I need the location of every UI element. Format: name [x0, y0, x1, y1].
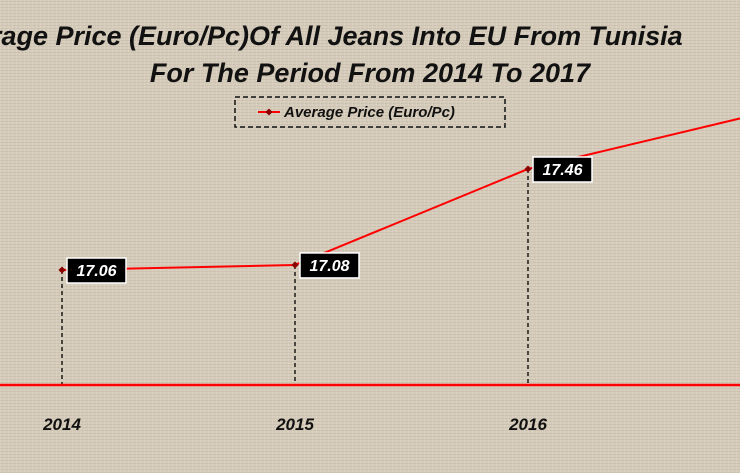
data-label-2015: 17.08 [299, 252, 360, 279]
data-label-text: 17.08 [309, 258, 349, 275]
series-line [61, 117, 740, 271]
data-label-text: 17.06 [76, 263, 116, 280]
data-label-box [532, 156, 593, 183]
data-label-text: 17.46 [542, 162, 582, 179]
data-point-2015 [291, 261, 299, 269]
data-label-box [66, 257, 127, 284]
x-axis: 2014 2015 2016 [0, 383, 740, 434]
legend-box [234, 96, 506, 128]
legend-label: Average Price (Euro/Pc) [283, 104, 455, 121]
x-tick-label-2016: 2016 [508, 415, 547, 434]
chart-title-line-1: Average Price (Euro/Pc)Of All Jeans Into… [0, 21, 683, 51]
plot-area: 17.06 17.08 17.46 [58, 117, 740, 385]
data-label-box [299, 252, 360, 279]
data-point-2014 [58, 266, 66, 274]
x-tick-label-2014: 2014 [42, 415, 81, 434]
data-label-2014: 17.06 [66, 257, 127, 284]
legend-marker-icon [265, 108, 273, 116]
data-label-2016: 17.46 [532, 156, 593, 183]
chart-title: Average Price (Euro/Pc)Of All Jeans Into… [0, 21, 683, 88]
x-tick-label-2015: 2015 [275, 415, 314, 434]
data-point-2016 [524, 165, 532, 173]
legend: Average Price (Euro/Pc) [234, 96, 506, 128]
chart-title-line-2: For The Period From 2014 To 2017 [150, 58, 592, 88]
